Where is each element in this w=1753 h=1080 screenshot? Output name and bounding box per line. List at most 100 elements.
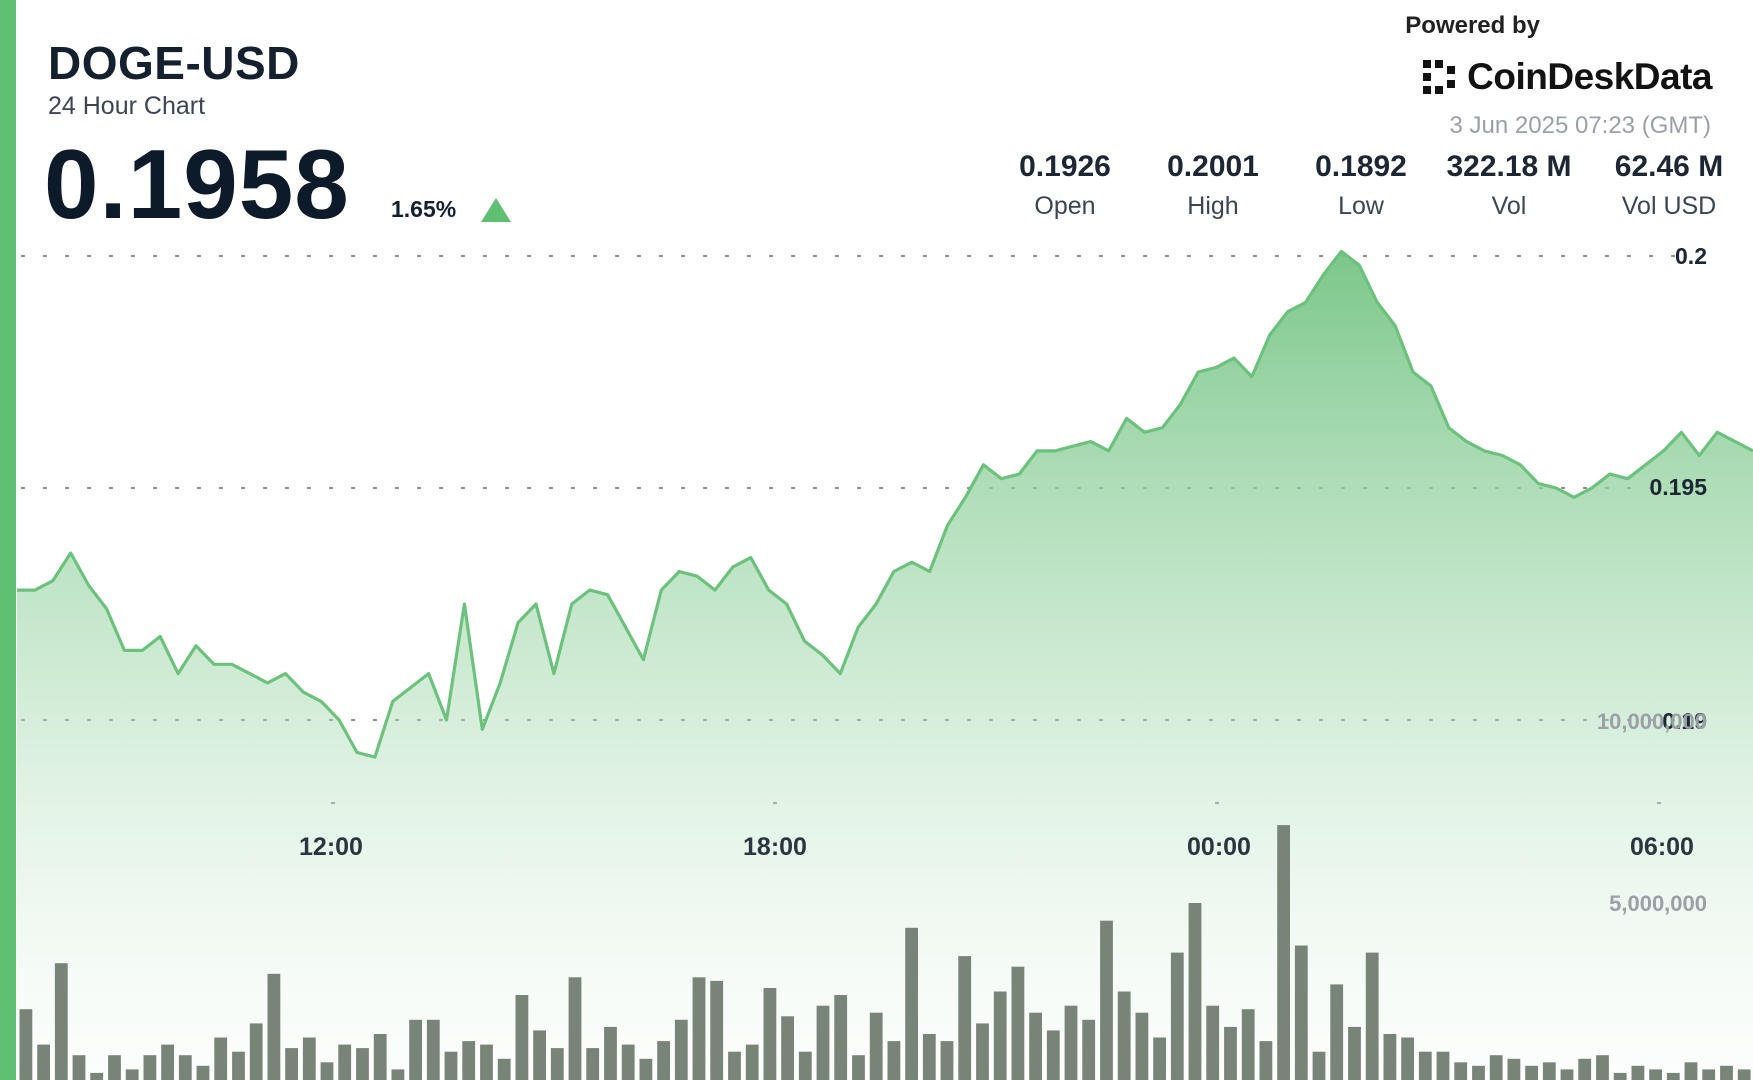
up-arrow-icon — [481, 198, 511, 222]
chart-subtitle: 24 Hour Chart — [48, 92, 206, 120]
volume-bar — [285, 1048, 298, 1080]
price-area — [17, 251, 1753, 1080]
volume-bar — [72, 1055, 86, 1080]
volume-bar — [639, 1058, 653, 1080]
stat-value: 322.18 M — [1446, 150, 1572, 183]
stat-label: Low — [1338, 192, 1384, 220]
price-tick-label: 0.195 — [1649, 474, 1707, 500]
volume-bar — [108, 1055, 121, 1080]
volume-bar — [1241, 1009, 1255, 1080]
volume-bar — [710, 980, 724, 1080]
volume-bar — [958, 956, 972, 1080]
volume-bar — [196, 1065, 210, 1080]
volume-bar — [302, 1037, 316, 1080]
volume-bar — [568, 977, 582, 1080]
volume-bar — [1737, 1069, 1751, 1080]
volume-bar — [1720, 1065, 1733, 1080]
volume-bar — [1029, 1012, 1042, 1080]
timestamp: 3 Jun 2025 07:23 (GMT) — [1449, 112, 1711, 139]
stat-label: Vol USD — [1621, 192, 1717, 220]
accent-bar — [0, 0, 16, 1080]
volume-bar — [125, 1069, 139, 1080]
volume-bar — [816, 1005, 830, 1080]
volume-bar — [1383, 1034, 1397, 1080]
volume-bar — [391, 1069, 405, 1080]
volume-bar — [1542, 1062, 1556, 1080]
volume-bar — [1277, 825, 1290, 1080]
volume-bar — [781, 1016, 794, 1080]
volume-bar — [462, 1041, 476, 1080]
volume-bar — [728, 1051, 741, 1080]
volume-bar — [1330, 984, 1344, 1080]
volume-bar — [1224, 1026, 1237, 1080]
brand-logo: CoinDeskData — [1421, 56, 1712, 98]
volume-bar — [922, 1034, 936, 1080]
stat-value: 0.1892 — [1315, 150, 1407, 183]
volume-bar — [1631, 1065, 1645, 1080]
volume-bar — [1507, 1058, 1521, 1080]
volume-bar — [1578, 1058, 1592, 1080]
volume-bar — [1259, 1041, 1273, 1080]
stat-low: 0.1892 Low — [1298, 150, 1424, 221]
stat-label: Open — [1034, 192, 1096, 220]
volume-bar — [480, 1044, 493, 1080]
volume-bar — [338, 1044, 352, 1080]
volume-bar — [657, 1041, 670, 1080]
volume-bar — [1596, 1055, 1609, 1080]
volume-bar — [1365, 952, 1379, 1080]
volume-bar — [1011, 966, 1025, 1080]
volume-bar — [214, 1037, 228, 1080]
volume-bar — [621, 1044, 635, 1080]
volume-bar — [1188, 903, 1202, 1080]
volume-bar — [1401, 1037, 1414, 1080]
price-line — [17, 249, 1753, 759]
volume-bar — [497, 1058, 511, 1080]
volume-bar — [37, 1044, 50, 1080]
coindesk-logo-icon — [1423, 60, 1456, 94]
volume-bar — [1117, 991, 1131, 1080]
volume-bar — [852, 1055, 865, 1080]
volume-bar — [1082, 1019, 1096, 1080]
volume-bar — [976, 1023, 989, 1080]
volume-bar — [178, 1055, 192, 1080]
stat-open: 0.1926 Open — [1002, 150, 1128, 221]
volume-bar — [1170, 952, 1184, 1080]
price-tick-label: 0.2 — [1675, 243, 1707, 269]
volume-bar — [1135, 1012, 1149, 1080]
volume-bar — [1702, 1069, 1716, 1080]
volume-bar — [1454, 1062, 1468, 1080]
volume-bar — [940, 1041, 954, 1080]
brand-name: CoinDeskData — [1467, 56, 1712, 97]
volume-bar — [1046, 1030, 1060, 1080]
volume-bar — [1418, 1051, 1432, 1080]
volume-bar — [1100, 920, 1113, 1080]
volume-bar — [444, 1051, 458, 1080]
pair-title: DOGE-USD — [48, 37, 300, 89]
volume-bar — [1525, 1065, 1538, 1080]
volume-bar — [1613, 1072, 1627, 1080]
volume-bar — [1489, 1055, 1503, 1080]
volume-bar — [320, 1062, 334, 1080]
volume-bar — [1560, 1069, 1574, 1080]
volume-bar — [1684, 1062, 1698, 1080]
powered-by-label: Powered by — [1405, 12, 1540, 39]
volume-bar — [993, 991, 1007, 1080]
stat-volume-usd: 62.46 M Vol USD — [1594, 150, 1744, 221]
volume-bar — [586, 1048, 600, 1080]
volume-bar — [869, 1012, 883, 1080]
volume-tick-label: 5,000,000 — [1609, 891, 1707, 916]
volume-bar — [232, 1051, 245, 1080]
volume-bar — [692, 977, 706, 1080]
volume-bar — [161, 1044, 174, 1080]
volume-bar — [887, 1041, 901, 1080]
change-percent: 1.65% — [391, 196, 457, 222]
stat-value: 62.46 M — [1614, 150, 1724, 183]
stat-label: Vol — [1491, 192, 1527, 220]
volume-bar — [1064, 1005, 1078, 1080]
stat-label: High — [1187, 192, 1239, 220]
volume-bar — [1294, 945, 1308, 1080]
volume-bar — [90, 1072, 104, 1080]
x-tick-label: 00:00 — [1187, 833, 1251, 861]
x-tick-label: 06:00 — [1630, 833, 1694, 861]
